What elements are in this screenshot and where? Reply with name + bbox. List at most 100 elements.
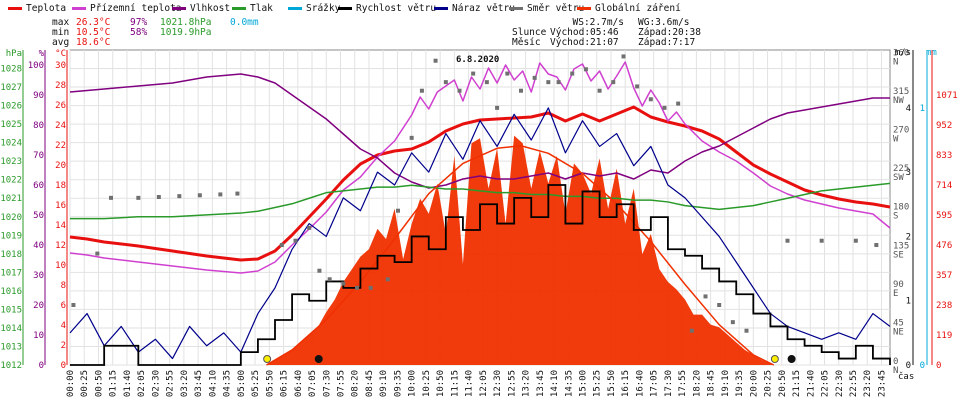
tick-label-direction: 45	[893, 318, 904, 328]
tick-label-celsius: 16	[55, 201, 66, 211]
stats-min-row: min 10.5°C 58% 1019.9hPa	[52, 28, 259, 38]
legend-swatch	[338, 7, 352, 10]
x-tick-label: 12:30	[493, 370, 503, 397]
x-tick-label: 08:45	[365, 370, 375, 397]
axis-unit-celsius: °C	[55, 49, 66, 59]
tick-label-hPa: 1023	[0, 157, 22, 167]
legend-swatch	[72, 7, 86, 10]
tick-label-percent: 30	[33, 271, 44, 281]
max-temp: 26.3°C	[76, 17, 111, 28]
legend-label: Tlak	[250, 3, 273, 14]
tick-label-direction-name: SW	[893, 173, 904, 183]
tick-label-celsius: 2	[61, 341, 66, 351]
direction-point	[635, 84, 640, 89]
tick-label-celsius: 6	[61, 301, 66, 311]
direction-point	[874, 243, 879, 247]
stats-box: max 26.3°C 97% 1021.8hPa 0.0mm min 10.5°C 58% 1…	[52, 18, 259, 48]
direction-point	[368, 285, 373, 290]
tick-label-radiation: 357	[936, 271, 952, 281]
legend-label: Teplota	[26, 3, 67, 14]
tick-label-percent: 50	[33, 211, 44, 221]
tick-label-wind: 3	[906, 168, 911, 178]
direction-point	[355, 285, 359, 290]
direction-point	[785, 238, 790, 243]
legend-swatch	[434, 7, 448, 10]
x-tick-label: 20:50	[778, 370, 788, 397]
legend-item: Srážky	[288, 3, 340, 14]
x-tick-label: 10:25	[422, 370, 432, 397]
axis-unit-percent: %	[39, 49, 45, 59]
legend-item: Náraz větru	[434, 3, 515, 14]
wind-gust-avg: WG:3.6m/s	[638, 17, 690, 28]
tick-label-direction: 180	[893, 203, 909, 213]
direction-point	[597, 88, 602, 93]
wind-speed-avg: WS:2.7m/s	[572, 17, 624, 28]
x-tick-label: 20:00	[749, 370, 759, 397]
direction-point	[546, 80, 551, 85]
min-hum: 58%	[130, 27, 148, 38]
min-label: min	[52, 27, 70, 38]
x-tick-label: 09:35	[393, 370, 403, 397]
tick-label-radiation: 952	[936, 121, 952, 131]
tick-label-celsius: 24	[55, 121, 66, 131]
legend-label: Rychlost větru	[356, 3, 437, 14]
x-tick-label: 03:20	[180, 370, 190, 397]
tick-label-percent: 10	[33, 331, 44, 341]
x-axis-label: čas	[898, 371, 914, 382]
x-tick-label: 08:20	[351, 370, 361, 397]
legend-swatch	[288, 7, 302, 10]
legend-item: Rychlost větru	[338, 3, 436, 14]
direction-point	[341, 281, 346, 286]
x-tick-label: 23:45	[877, 370, 887, 397]
moon-label: Měsíc	[512, 37, 541, 48]
direction-point	[235, 191, 240, 196]
tick-label-direction: 360	[893, 48, 909, 58]
tick-label-hPa: 1016	[0, 287, 22, 297]
tick-label-wind: 4	[906, 104, 911, 114]
tick-label-celsius: 26	[55, 101, 66, 111]
avg-temp: 18.6°C	[76, 37, 111, 48]
tick-label-percent: 80	[33, 121, 44, 131]
x-tick-label: 14:10	[550, 370, 560, 397]
legend-label: Přízemní teplota	[90, 3, 182, 14]
direction-point	[611, 80, 616, 85]
axis-unit-wind: m/s	[895, 48, 911, 58]
x-tick-label: 02:55	[166, 370, 176, 397]
tick-label-celsius: 22	[55, 141, 66, 151]
direction-point	[409, 135, 414, 140]
series-gust	[69, 107, 891, 360]
astro-box: WS:2.7m/s WG:3.6m/s Slunce Východ:05:46 Záp…	[512, 18, 701, 48]
tick-label-radiation: 476	[936, 241, 952, 251]
x-tick-label: 11:40	[465, 370, 475, 397]
moonset-marker	[314, 355, 323, 363]
tick-label-radiation: 833	[936, 151, 952, 161]
x-tick-label: 02:05	[137, 370, 147, 397]
legend-label: Vlhkost	[190, 3, 231, 14]
axis-unit-rain: mm	[926, 48, 937, 58]
x-tick-label: 13:45	[536, 370, 546, 397]
direction-point	[621, 54, 626, 59]
tick-label-direction: 90	[893, 280, 904, 290]
tick-label-percent: 20	[33, 301, 44, 311]
legend-swatch	[172, 7, 186, 10]
direction-point	[443, 80, 448, 85]
min-temp: 10.5°C	[76, 27, 111, 38]
tick-label-percent: 90	[33, 91, 44, 101]
max-press: 1021.8hPa	[160, 17, 212, 28]
tick-label-celsius: 28	[55, 81, 66, 91]
tick-label-direction: 135	[893, 241, 909, 251]
tick-label-celsius: 8	[61, 281, 66, 291]
tick-label-hPa: 1027	[0, 83, 22, 93]
direction-point	[648, 97, 653, 102]
x-tick-label: 09:10	[379, 370, 389, 397]
tick-label-direction-name: NW	[893, 96, 904, 106]
direction-point	[327, 277, 332, 282]
tick-label-hPa: 1024	[0, 139, 22, 149]
direction-point	[471, 71, 476, 76]
x-tick-label: 10:50	[436, 370, 446, 397]
x-tick-label: 14:35	[564, 370, 574, 397]
direction-point	[279, 243, 284, 247]
sunset-marker	[770, 355, 779, 363]
tick-label-direction-name: N	[893, 366, 898, 376]
chart-legend: Teplota Přízemní teplota Vlhkost Tlak Srážky…	[0, 0, 966, 16]
